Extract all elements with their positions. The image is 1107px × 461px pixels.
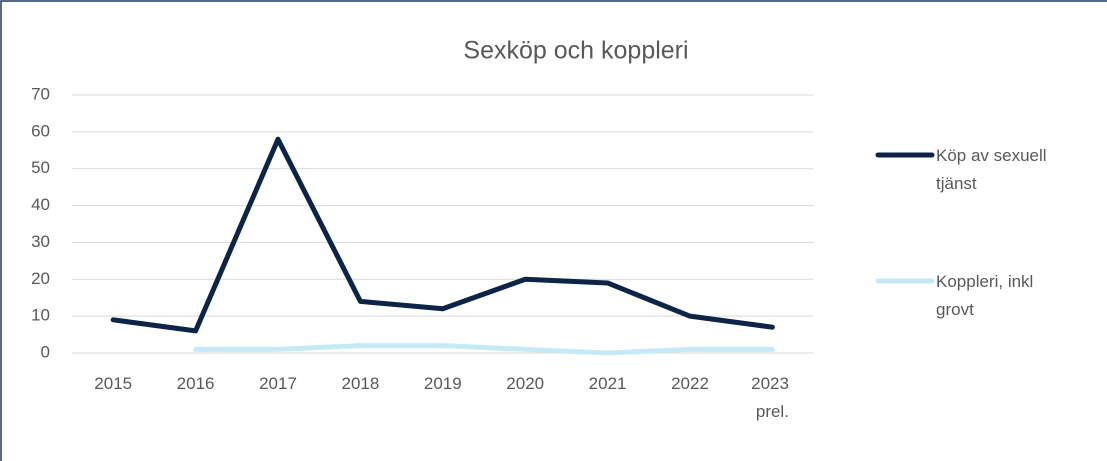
x-tick-label: 2023 prel. — [751, 374, 794, 421]
x-tick-label: 2019 — [424, 374, 462, 393]
legend-label: Köp av sexuell tjänst — [936, 146, 1051, 193]
x-tick-label: 2020 — [506, 374, 544, 393]
x-tick-label: 2016 — [177, 374, 215, 393]
x-tick-label: 2021 — [589, 374, 627, 393]
y-tick-label: 40 — [31, 195, 50, 214]
x-tick-label: 2022 — [671, 374, 709, 393]
series-line — [193, 343, 775, 356]
y-tick-label: 50 — [31, 158, 50, 177]
x-tick-label: 2015 — [94, 374, 132, 393]
y-tick-label: 70 — [31, 84, 50, 103]
x-tick-label: 2017 — [259, 374, 297, 393]
chart-title: Sexköp och koppleri — [463, 37, 688, 65]
series-line — [110, 136, 775, 334]
legend-label: Koppleri, inkl grovt — [936, 272, 1038, 319]
y-tick-label: 10 — [31, 306, 50, 325]
y-tick-label: 30 — [31, 232, 50, 251]
y-tick-label: 60 — [31, 121, 50, 140]
y-tick-label: 20 — [31, 269, 50, 288]
x-tick-label: 2018 — [341, 374, 379, 393]
y-tick-label: 0 — [41, 342, 50, 361]
